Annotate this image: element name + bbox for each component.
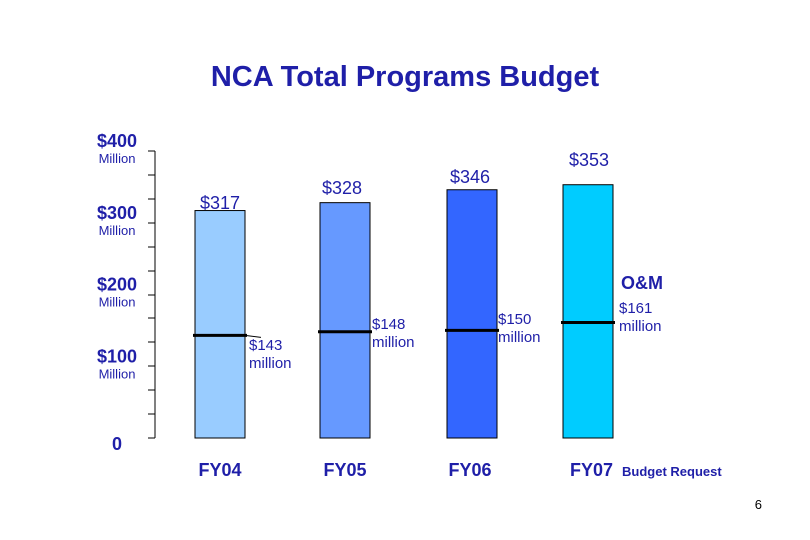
bar-fy06 [446,189,498,439]
bar-fy07 [562,184,614,439]
y-tick-label: $300 [97,203,137,223]
bar-fy05 [319,202,371,439]
y-tick-sublabel: Million [99,223,136,238]
y-tick-label: $200 [97,275,137,295]
x-tick-label-fy07: FY07 [570,460,613,480]
y-tick-sublabel: Million [99,366,136,381]
total-label-fy07: $353 [569,150,609,170]
total-label-fy04: $317 [200,193,240,213]
x-tick-suffix-fy07: Budget Request [622,464,722,479]
y-tick-label: 0 [112,434,122,454]
x-tick-label-fy06: FY06 [448,460,491,480]
y-tick-label: $100 [97,346,137,366]
om-heading: O&M [621,273,663,293]
om-label-fy06: million [498,329,541,346]
om-label-fy07: million [619,318,662,335]
labels: $317$328$346$353$143million$148million$1… [198,150,722,480]
x-tick-label-fy04: FY04 [198,460,241,480]
y-tick-sublabel: Million [99,295,136,310]
page-number: 6 [755,497,762,512]
total-label-fy05: $328 [322,178,362,198]
om-leader-fy04 [244,334,262,338]
om-label-fy06: $150 [498,311,531,328]
om-label-fy05: million [372,334,415,351]
om-label-fy07: $161 [619,300,652,317]
om-label-fy04: $143 [249,337,282,354]
chart-title: NCA Total Programs Budget [211,61,600,93]
x-tick-label-fy05: FY05 [323,460,366,480]
bar-fy04 [194,210,246,439]
om-label-fy05: $148 [372,316,405,333]
y-tick-label: $400 [97,131,137,151]
total-label-fy06: $346 [450,167,490,187]
om-label-fy04: million [249,355,292,372]
bars [193,184,615,439]
y-axis: 0$100Million$200Million$300Million$400Mi… [97,131,156,454]
y-tick-sublabel: Million [99,151,136,166]
